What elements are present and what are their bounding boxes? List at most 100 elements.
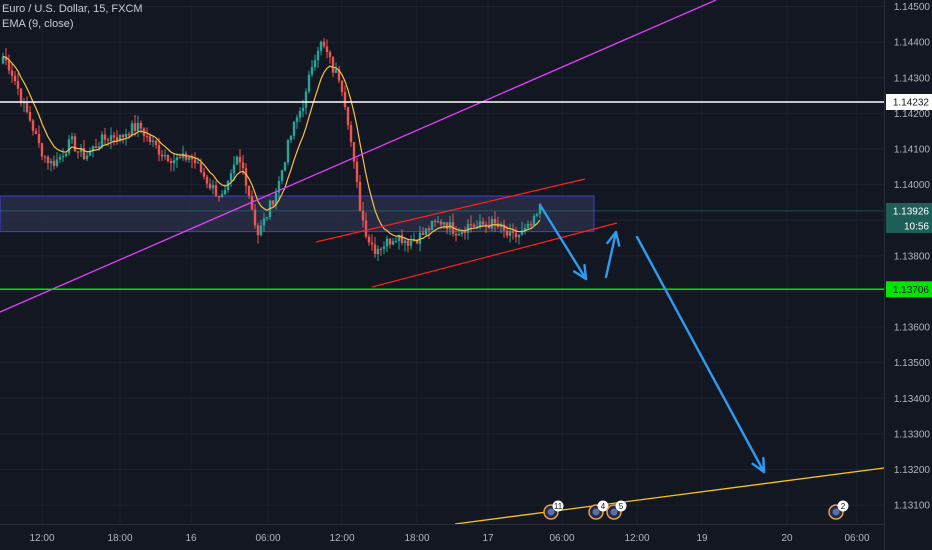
price-tick-label: 1.14400: [894, 38, 931, 49]
candle-body: [58, 156, 62, 160]
candle-body: [91, 146, 95, 151]
candle-body: [217, 195, 221, 198]
candle-body: [373, 244, 377, 255]
event-badge-count: 2: [841, 502, 846, 511]
candle-body: [199, 162, 203, 172]
event-marker: 4: [588, 500, 609, 520]
candle-body: [25, 102, 29, 113]
event-badge-count: 5: [619, 502, 624, 511]
time-tick-label: 17: [482, 533, 494, 544]
price-tick-label: 1.13300: [894, 429, 931, 440]
candle-body: [4, 56, 8, 61]
arrow-down-2: [635, 235, 766, 474]
candle-body: [508, 230, 512, 236]
candle-body: [331, 57, 335, 73]
drawings: [0, 0, 885, 525]
candle-body: [28, 112, 32, 121]
event-flag-inner: [547, 508, 555, 516]
candle-body: [313, 60, 317, 68]
candle-body: [187, 157, 191, 160]
candle-body: [433, 220, 437, 222]
candle-body: [376, 248, 380, 255]
symbol-title[interactable]: Euro / U.S. Dollar, 15, FXCM: [2, 3, 143, 15]
candle-body: [157, 145, 161, 155]
candle-body: [403, 240, 407, 244]
candle-body: [1, 56, 5, 64]
candle-body: [55, 159, 59, 167]
candle-body: [511, 230, 515, 233]
candle-body: [262, 218, 266, 226]
candle-body: [436, 221, 440, 223]
candle-body: [325, 46, 329, 52]
candle-body: [7, 60, 11, 71]
candle-body: [265, 216, 269, 219]
time-tick-label: 06:00: [255, 533, 280, 544]
price-tick-label: 1.13800: [894, 251, 931, 262]
candle-body: [316, 50, 320, 61]
candle-body: [430, 220, 434, 231]
arrow-shaft: [635, 235, 766, 474]
candle-body: [208, 183, 212, 189]
candle-body: [139, 122, 143, 129]
event-marker: 5: [606, 500, 627, 520]
candle-body: [256, 225, 260, 236]
candle-body: [64, 153, 68, 157]
candle-body: [181, 153, 185, 158]
candle-body: [193, 159, 197, 164]
candle-body: [154, 140, 158, 146]
candle-body: [16, 81, 20, 89]
candle-body: [409, 240, 413, 246]
candle-body: [82, 148, 86, 160]
candle-body: [457, 233, 461, 236]
candle-body: [343, 92, 347, 108]
arrow-head: [572, 263, 588, 281]
candle-body: [163, 155, 167, 157]
candle-body: [334, 69, 338, 73]
candle-body: [10, 70, 14, 76]
candle-body: [418, 232, 422, 244]
candle-body: [298, 111, 302, 118]
countdown-value: 10:56: [904, 221, 929, 232]
candle-body: [178, 157, 182, 159]
candle-body: [481, 221, 485, 225]
event-badge: [837, 500, 849, 512]
time-tick-label: 12:00: [624, 533, 649, 544]
event-flag-inner: [832, 508, 840, 516]
indicator-label[interactable]: EMA (9, close): [2, 18, 74, 30]
candle-body: [127, 134, 131, 136]
candle-body: [367, 236, 371, 243]
candle-body: [73, 136, 77, 152]
candle-body: [379, 248, 383, 250]
candle-body: [421, 232, 425, 236]
candle-body: [190, 157, 194, 160]
price-tick-label: 1.13600: [894, 323, 931, 334]
chart-legend: Euro / U.S. Dollar, 15, FXCM EMA (9, clo…: [2, 2, 143, 32]
candle-body: [394, 240, 398, 242]
candle-body: [109, 135, 113, 141]
candle-body: [34, 130, 38, 134]
candle-body: [115, 137, 119, 142]
candle-body: [214, 185, 218, 196]
price-tick-label: 1.13400: [894, 394, 931, 405]
candle-body: [124, 134, 128, 138]
event-badge: [597, 500, 609, 512]
candle-body: [274, 192, 278, 205]
price-tick-label: 1.14500: [894, 2, 931, 13]
candle-body: [169, 161, 173, 164]
candle-body: [238, 156, 242, 163]
candle-body: [52, 160, 56, 167]
candle-body: [463, 230, 467, 233]
candle-body: [412, 240, 416, 242]
candle-body: [364, 220, 368, 237]
candle-body: [502, 224, 506, 231]
candle-body: [424, 228, 428, 236]
price-axis-background: [885, 0, 932, 550]
price-tick-label: 1.13100: [894, 501, 931, 512]
candle-body: [391, 241, 395, 245]
ema-polyline: [2, 55, 541, 242]
event-marker: 2: [828, 500, 849, 520]
economic-events: 11 4 5 2: [543, 500, 849, 520]
price-tag-box: [886, 93, 932, 110]
